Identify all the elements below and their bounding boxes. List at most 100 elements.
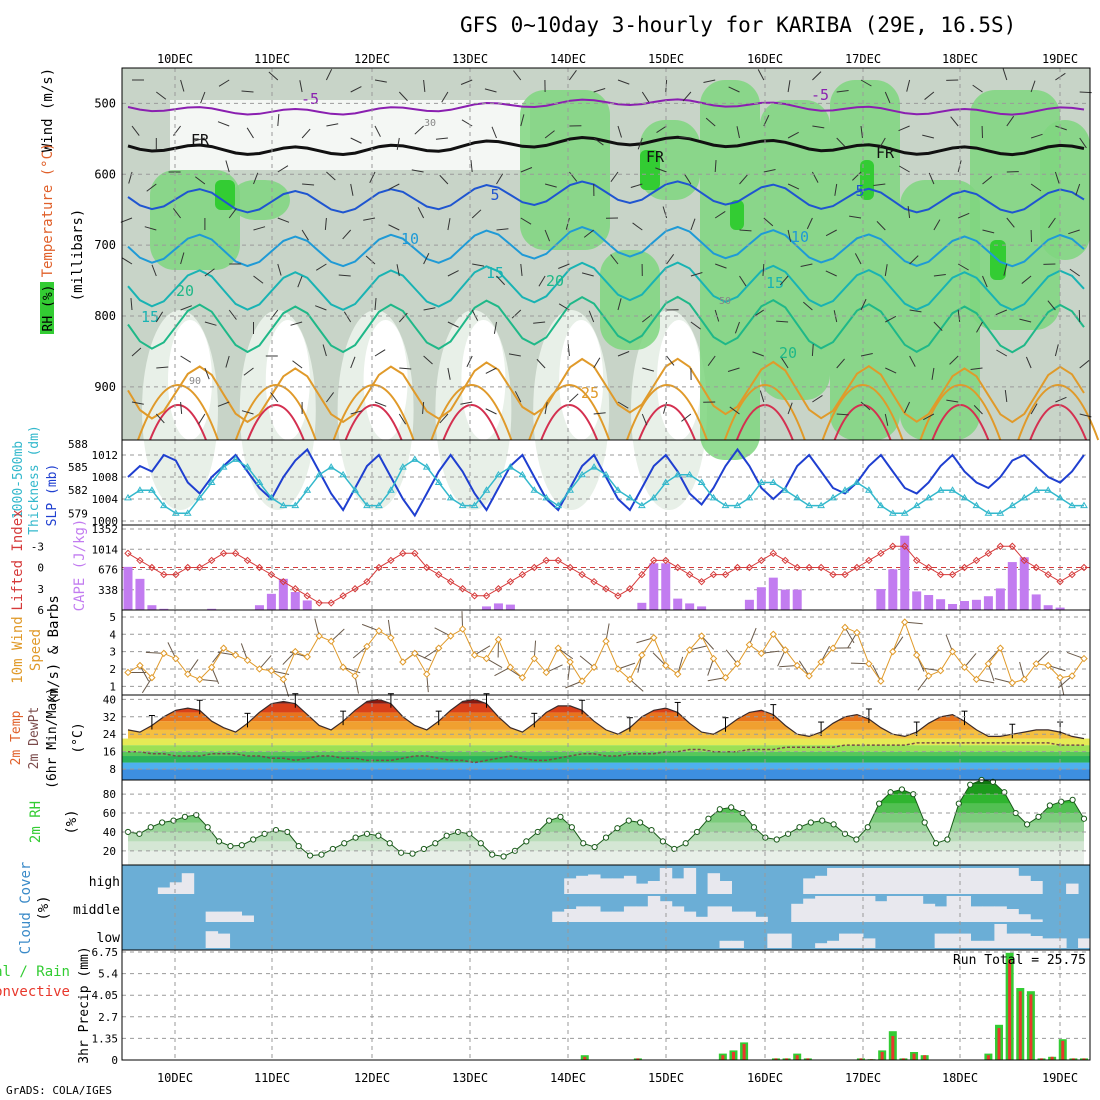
cape-bar bbox=[924, 595, 934, 610]
wind-speed-marker bbox=[590, 663, 598, 671]
thickness-marker bbox=[530, 486, 539, 493]
pressure-tick: 500 bbox=[94, 96, 116, 110]
precip-convective-bar bbox=[1040, 1058, 1044, 1060]
panel-10m-wind: 1 2 3 4 5 10m Wind Speed (m/s) & Barbs bbox=[10, 595, 1091, 705]
wind-barb bbox=[707, 355, 716, 367]
lifted-index-marker bbox=[542, 556, 550, 565]
cape-bar bbox=[661, 563, 671, 610]
rh-marker bbox=[227, 843, 234, 850]
wind-barb bbox=[736, 126, 740, 139]
temp-tick: 32 bbox=[103, 711, 116, 724]
wind-barb bbox=[970, 367, 983, 370]
thickness-marker bbox=[888, 509, 897, 516]
wind-barb bbox=[878, 137, 886, 149]
cloud-middle-bar bbox=[623, 906, 637, 922]
rh-marker bbox=[489, 851, 496, 858]
wind-barb bbox=[860, 125, 863, 138]
wind-tick: 5 bbox=[109, 611, 116, 624]
rh-marker bbox=[398, 849, 405, 856]
thickness-marker bbox=[159, 501, 168, 509]
wind-barb bbox=[656, 125, 667, 133]
cloud-level-low: low bbox=[97, 931, 121, 946]
wind-barb bbox=[812, 395, 823, 403]
isotherm-label: 5 bbox=[490, 186, 499, 204]
slp-tick: 1012 bbox=[92, 449, 119, 462]
precip-tick: 4.05 bbox=[92, 989, 119, 1002]
cloud-middle-bar bbox=[1006, 909, 1019, 922]
cloud-low-bar bbox=[827, 940, 840, 948]
lifted-index-marker bbox=[685, 570, 694, 579]
rh-legend-swatch bbox=[40, 282, 54, 334]
precip-convective-bar bbox=[721, 1055, 725, 1060]
rh-marker bbox=[682, 840, 689, 847]
thickness-marker bbox=[972, 501, 981, 509]
thickness-marker bbox=[136, 486, 144, 493]
rh-tick: 20 bbox=[103, 845, 116, 858]
rh-tick: 60 bbox=[103, 807, 116, 820]
thickness-marker bbox=[865, 486, 873, 493]
wind-barb bbox=[474, 645, 491, 656]
lifted-index-marker bbox=[650, 556, 658, 565]
wind-speed-marker bbox=[673, 670, 682, 678]
wind-speed-marker bbox=[267, 667, 276, 675]
cloud-high-bar bbox=[982, 868, 995, 894]
wind-barb bbox=[485, 367, 497, 374]
wind-barb bbox=[447, 321, 459, 328]
wind-speed-marker bbox=[662, 661, 670, 670]
isotherm-label: 5 bbox=[855, 182, 864, 200]
cloud-low-bar bbox=[982, 940, 995, 948]
temp-label: 2m Temp bbox=[9, 710, 24, 765]
wind-barb bbox=[567, 344, 570, 357]
date-label-bottom: 18DEC bbox=[942, 1071, 978, 1085]
wind-barb bbox=[957, 309, 961, 322]
wind-barb bbox=[155, 311, 164, 323]
rh-marker bbox=[409, 850, 416, 857]
wind-barb bbox=[350, 137, 362, 144]
precip-convective-bar bbox=[1018, 991, 1022, 1060]
thickness-marker bbox=[446, 493, 455, 501]
wind-barb bbox=[282, 651, 296, 665]
thickness-marker bbox=[542, 493, 551, 501]
rh-band bbox=[128, 794, 1084, 804]
wind-barb bbox=[388, 224, 400, 231]
isotherm-label: 10 bbox=[401, 230, 419, 248]
lifted-index-marker bbox=[375, 563, 383, 572]
wind-barb bbox=[299, 80, 303, 93]
lifted-index-marker bbox=[136, 556, 144, 565]
cloud-middle-bar bbox=[803, 898, 816, 922]
wind-speed-marker bbox=[709, 654, 718, 663]
wind-barb bbox=[593, 357, 601, 369]
wind-barb bbox=[447, 218, 451, 231]
wind-barb bbox=[593, 412, 606, 415]
lifted-index-marker bbox=[1044, 570, 1052, 579]
precip-convective-bar bbox=[1008, 959, 1012, 1060]
thickness-label-2: Thickness (dm) bbox=[27, 425, 42, 535]
rh2m-unit-label: (%) bbox=[64, 809, 80, 834]
thickness-marker bbox=[339, 470, 347, 478]
top-date-axis: 10DEC 11DEC 12DEC 13DEC 14DEC 15DEC 16DEC 17DEC… bbox=[157, 52, 1078, 66]
lifted-index-marker bbox=[387, 556, 395, 565]
wind-barb bbox=[240, 643, 248, 661]
cloud-low-bar bbox=[731, 940, 744, 948]
wind-speed-marker bbox=[626, 675, 634, 684]
cloud-low-bar bbox=[815, 943, 828, 948]
isotherm-25-loop bbox=[821, 384, 904, 441]
isotherm-label: 20 bbox=[779, 344, 797, 362]
wind-barb bbox=[1030, 133, 1043, 139]
cloud-high-bar bbox=[576, 875, 589, 894]
isotherm-25-loop bbox=[234, 384, 317, 441]
thickness-marker bbox=[1068, 501, 1076, 509]
wind-barb bbox=[909, 309, 922, 313]
wind-barb bbox=[933, 219, 941, 231]
cape-bar bbox=[995, 588, 1005, 610]
rh-marker bbox=[659, 838, 667, 845]
cape-bar bbox=[290, 592, 300, 610]
thickness-marker bbox=[494, 470, 503, 478]
wind-speed-marker bbox=[996, 644, 1005, 652]
cloud-low-bar bbox=[719, 940, 732, 948]
rh-marker bbox=[306, 852, 314, 859]
cloud-level-high: high bbox=[89, 875, 120, 890]
wind-barb bbox=[1002, 68, 1008, 81]
cloud-low-bar bbox=[934, 933, 948, 948]
dry-core bbox=[559, 320, 604, 440]
